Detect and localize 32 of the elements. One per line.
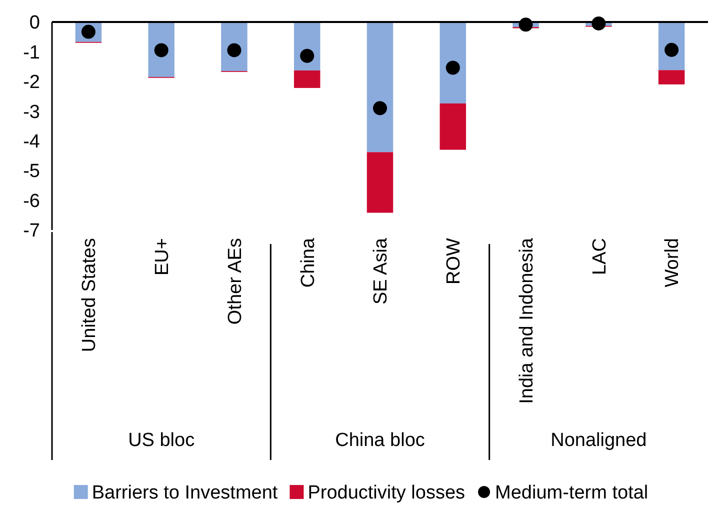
x-tick-label: United States <box>79 238 100 352</box>
y-tick-label: 0 <box>29 12 40 34</box>
x-tick-label: Other AEs <box>224 238 246 325</box>
bar <box>440 103 466 150</box>
bar <box>440 22 466 104</box>
legend-label: Barriers to Investment <box>92 482 278 504</box>
bar <box>294 70 320 88</box>
x-tick-label: China <box>298 238 319 288</box>
text: China bloc <box>335 430 425 451</box>
x-tick-label: India and Indonesia <box>516 238 538 404</box>
y-tick-label: -4 <box>23 132 40 153</box>
x-tick-label: ROW <box>444 238 465 284</box>
text: US bloc <box>128 430 195 451</box>
bar <box>658 70 685 84</box>
x-tick-label: SE Asia <box>370 238 392 305</box>
x-tick-label: LAC <box>589 238 610 275</box>
text: Nonaligned <box>550 430 647 451</box>
y-tick-label: -5 <box>23 161 40 182</box>
legend-label: Medium-term total <box>495 482 648 504</box>
y-tick-label: -2 <box>23 72 40 94</box>
legend-label: Productivity losses <box>308 482 466 504</box>
y-tick-label: -6 <box>23 190 40 212</box>
y-tick-label: -1 <box>23 42 40 64</box>
point <box>373 101 387 116</box>
x-tick-label: World <box>662 238 684 288</box>
bar <box>366 152 394 213</box>
y-tick-label: -3 <box>23 102 40 123</box>
y-tick-label: -7 <box>23 220 40 242</box>
bar <box>366 22 394 152</box>
x-tick-label: EU+ <box>152 238 173 276</box>
point <box>446 60 460 75</box>
point <box>300 48 314 63</box>
